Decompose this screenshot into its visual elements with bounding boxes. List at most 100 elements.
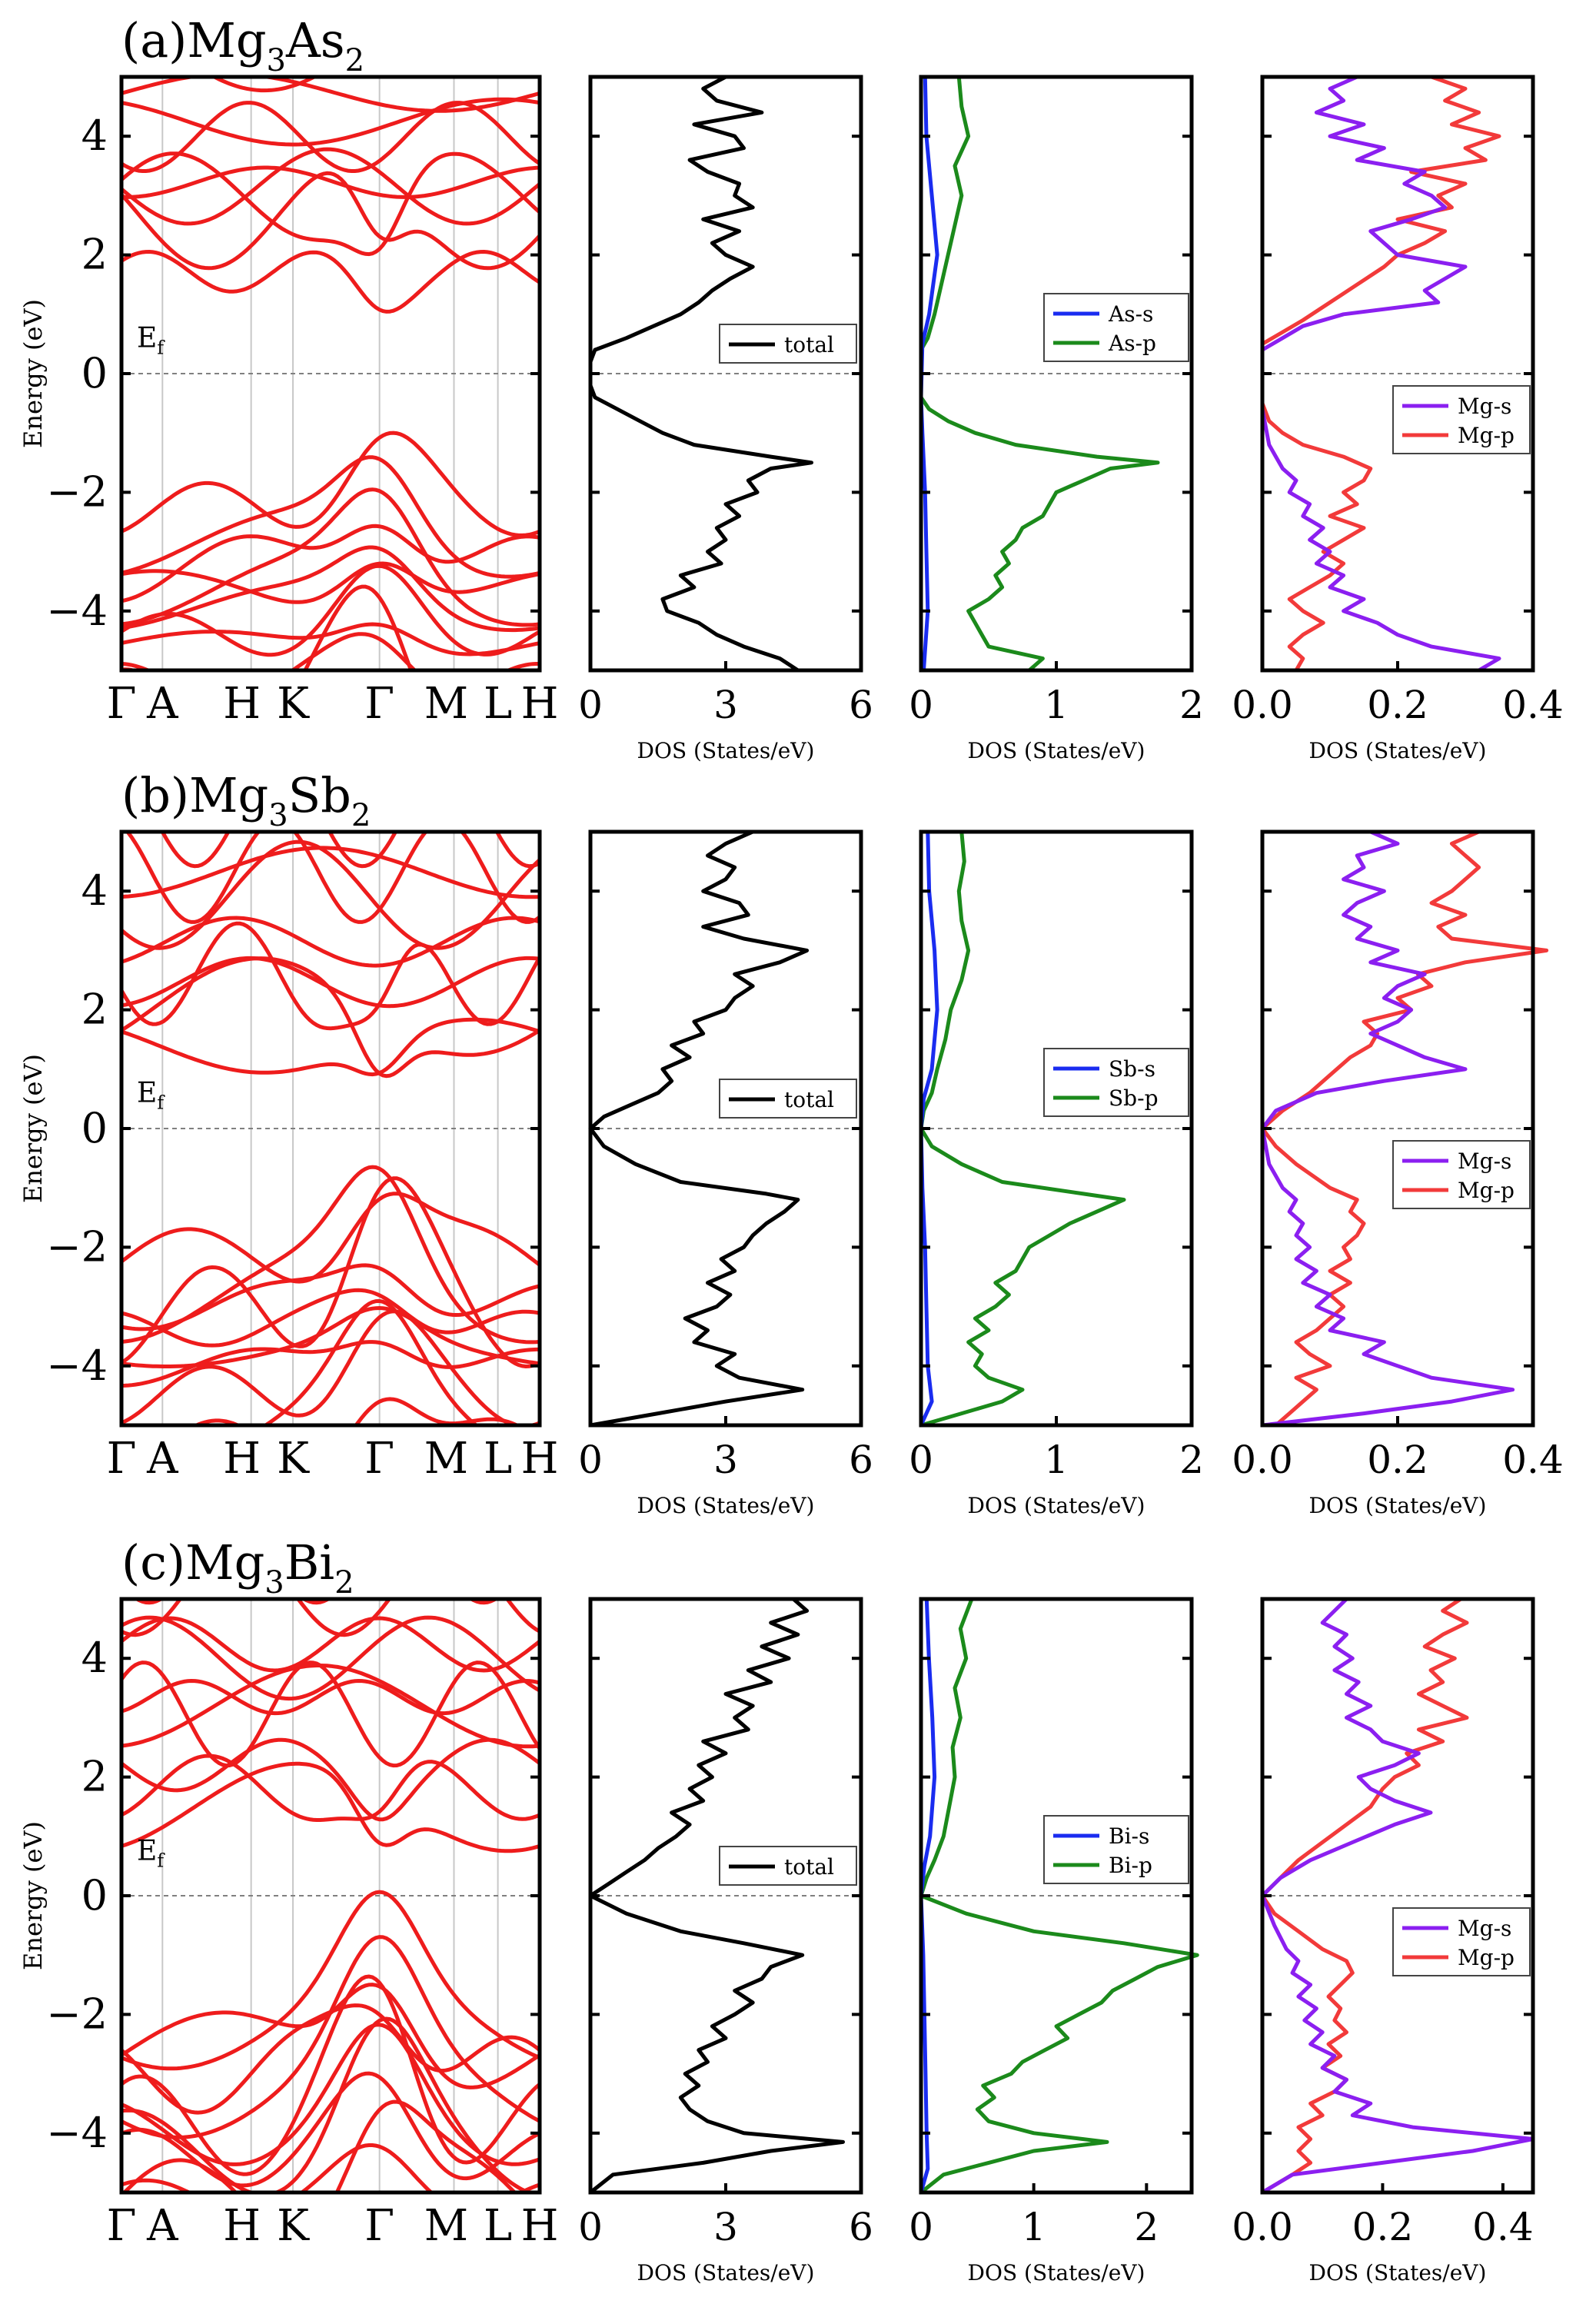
p-orbital-dos-curve — [919, 1598, 1199, 2194]
valence-band — [121, 430, 540, 537]
conduction-band — [121, 1761, 540, 1853]
legend-label: Mg-s — [1458, 394, 1511, 419]
legend: Mg-s Mg-p — [1392, 1907, 1531, 1976]
xtick-label: 0 — [578, 1438, 603, 1482]
legend: Mg-s Mg-p — [1392, 1140, 1531, 1209]
legend-box — [1392, 385, 1531, 454]
conduction-band — [121, 147, 540, 226]
legend: total — [719, 1846, 857, 1886]
conduction-band — [121, 97, 540, 147]
title-part: As — [285, 12, 345, 68]
x-axis-label: DOS (States/eV) — [968, 1493, 1145, 1518]
legend-label: Mg-s — [1458, 1916, 1511, 1941]
xtick-label: 0.4 — [1502, 1438, 1564, 1482]
title-part: (a) — [121, 12, 187, 68]
conduction-band — [121, 1616, 540, 1673]
title-part: 3 — [264, 1565, 284, 1601]
total-dos-curve — [588, 829, 810, 1428]
legend-label: Bi-p — [1109, 1853, 1152, 1878]
mg-s-dos-curve — [1260, 1597, 1535, 2195]
xtick-label: 3 — [713, 683, 738, 727]
title-part: Mg — [187, 12, 266, 68]
xtick-label: 6 — [849, 1438, 873, 1482]
kpoint-label: Γ — [364, 679, 394, 729]
mg-dos-plot: 0.0 0.2 0.4 DOS (States/eV) Mg-s Mg-p — [1232, 1597, 1535, 2285]
valence-band — [121, 584, 540, 670]
fermi-label: Ef — [137, 1077, 165, 1113]
conduction-band — [121, 956, 540, 1009]
kpoint-label: M — [424, 2201, 468, 2251]
legend-label: Mg-p — [1458, 1945, 1515, 1970]
band-lines — [121, 77, 540, 670]
total-dos-curve — [588, 1597, 845, 2194]
valence-band — [121, 1263, 540, 1331]
valence-band — [121, 524, 540, 603]
legend-label: total — [784, 332, 834, 357]
sp-dos-plot: 0 1 2 DOS (States/eV) Sb-s Sb-p — [909, 829, 1204, 1518]
conduction-band — [121, 165, 540, 199]
valence-band — [121, 455, 540, 579]
valence-band — [121, 2016, 535, 2192]
valence-band — [121, 1974, 540, 2176]
x-axis-label: DOS (States/eV) — [637, 2260, 815, 2285]
ytick-label: 2 — [81, 986, 108, 1034]
valence-band — [121, 2071, 540, 2188]
conduction-band — [121, 171, 540, 271]
kpoint-label: K — [277, 2201, 310, 2251]
ytick-label: 2 — [81, 1753, 108, 1801]
total-dos-plot: 0 3 6 DOS (States/eV) total — [578, 829, 873, 1518]
kpoint-label: Γ — [364, 2201, 394, 2251]
valence-band — [121, 545, 540, 633]
kpoint-label: H — [521, 2201, 559, 2251]
conduction-band — [125, 832, 540, 924]
valence-band — [121, 2023, 540, 2166]
conduction-band — [121, 1678, 540, 1716]
band-lines — [121, 832, 540, 1425]
title-part: Mg — [185, 1534, 264, 1591]
legend-label: As-p — [1108, 331, 1156, 356]
panel-title: (a)Mg3As2 — [121, 12, 364, 78]
p-orbital-dos-curve — [919, 831, 1126, 1428]
xtick-label: 2 — [1134, 2205, 1159, 2249]
xtick-label: 0 — [578, 683, 603, 727]
kpoint-label: Γ — [364, 1434, 394, 1484]
conduction-band — [121, 249, 540, 314]
legend-box — [1392, 1907, 1531, 1976]
conduction-band — [121, 846, 540, 899]
kpoint-label: M — [424, 679, 468, 729]
title-part: 2 — [334, 1565, 354, 1601]
ytick-label: −4 — [46, 587, 108, 635]
valence-band — [121, 1309, 540, 1425]
y-axis-label: Energy (eV) — [18, 299, 48, 448]
kpoint-label: L — [484, 1434, 512, 1484]
mg-s-dos-curve — [1260, 829, 1515, 1428]
xtick-label: 0 — [909, 2205, 933, 2249]
panel-title: (c)Mg3Bi2 — [121, 1534, 354, 1601]
conduction-band — [121, 151, 540, 257]
legend-label: Sb-s — [1109, 1056, 1155, 1082]
valence-band — [121, 1340, 540, 1388]
conduction-band — [121, 1660, 540, 1768]
x-axis-label: DOS (States/eV) — [1309, 1493, 1487, 1518]
legend-box — [1043, 293, 1189, 362]
xtick-label: 1 — [1044, 1438, 1069, 1482]
kpoint-label: H — [521, 1434, 559, 1484]
fermi-label: Ef — [137, 1836, 165, 1872]
ytick-label: 4 — [81, 111, 108, 160]
legend-label: As-s — [1108, 301, 1153, 327]
x-axis-label: DOS (States/eV) — [968, 738, 1145, 763]
mg-dos-plot: 0.0 0.2 0.4 DOS (States/eV) Mg-s Mg-p — [1232, 75, 1564, 763]
xtick-label: 0.0 — [1232, 683, 1293, 727]
valence-band — [121, 561, 540, 604]
kpoint-label: A — [146, 1434, 178, 1484]
conduction-band — [121, 1754, 540, 1822]
valence-band — [121, 1288, 540, 1348]
conduction-band — [121, 101, 540, 173]
legend: Bi-s Bi-p — [1043, 1815, 1189, 1884]
title-part: 3 — [267, 43, 286, 78]
x-axis-label: DOS (States/eV) — [1309, 2260, 1487, 2285]
legend-label: Mg-p — [1458, 423, 1515, 448]
ytick-label: −4 — [46, 1341, 108, 1390]
